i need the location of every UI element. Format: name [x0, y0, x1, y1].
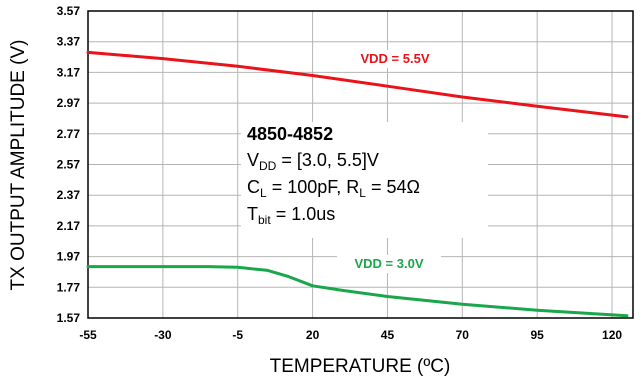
- annotation-subscript: DD: [259, 159, 277, 173]
- series-labels: VDD = 5.5V VDD = 3.0V: [337, 50, 451, 273]
- annotation-subscript: L: [359, 186, 366, 200]
- y-tick-label: 3.17: [57, 65, 81, 79]
- annotation-line: VDD = [3.0, 5.5]V: [247, 150, 379, 173]
- y-tick-labels: 1.57 1.77 1.97 2.17 2.37 2.57 2.77 2.97 3.17 3.37…: [57, 4, 81, 325]
- y-tick-label: 2.17: [57, 219, 81, 233]
- annotation-text: = [3.0, 5.5]V: [276, 150, 379, 170]
- series-label-bg: [339, 50, 451, 68]
- y-tick-label: 1.57: [57, 311, 81, 325]
- annotation-text: V: [247, 150, 259, 170]
- series-line-vdd-5-5v: [86, 50, 629, 119]
- x-tick-labels: -55 -30 -5 20 45 70 95 120: [79, 328, 622, 342]
- annotation-subscript: L: [260, 186, 267, 200]
- series-label-bg: [337, 255, 441, 273]
- y-tick-label: 2.57: [57, 158, 81, 172]
- y-tick-label: 1.77: [57, 280, 81, 294]
- x-tick-label: -30: [154, 328, 172, 342]
- x-tick-label: 70: [456, 328, 470, 342]
- annotation-line: Tbit = 1.0us: [247, 204, 335, 227]
- series-label: VDD = 5.5V: [360, 51, 429, 66]
- x-axis-label: TEMPERATURE (ºC): [270, 356, 451, 377]
- annotation-line: CL = 100pF, RL = 54Ω: [247, 177, 420, 200]
- series-lines: [86, 50, 629, 318]
- series-label: VDD = 3.0V: [354, 256, 423, 271]
- x-tick-label: 45: [381, 328, 395, 342]
- y-tick-label: 1.97: [57, 250, 81, 264]
- x-tick-label: 20: [306, 328, 320, 342]
- y-tick-label: 2.77: [57, 127, 81, 141]
- annotation-text: C: [247, 177, 260, 197]
- annotation-text: = 54Ω: [366, 177, 420, 197]
- plot-frame: [87, 10, 634, 319]
- y-tick-label: 3.37: [57, 35, 81, 49]
- annotation-text: = 1.0us: [271, 204, 336, 224]
- x-tick-label: 120: [602, 328, 622, 342]
- annotation-text: = 100pF, R: [267, 177, 360, 197]
- y-tick-label: 3.57: [57, 4, 81, 18]
- y-tick-label: 2.97: [57, 96, 81, 110]
- x-tick-label: -5: [232, 328, 243, 342]
- annotation-bg: [241, 122, 488, 238]
- y-tick-label: 2.37: [57, 188, 81, 202]
- series-line-vdd-3-0v: [86, 265, 629, 318]
- x-tick-label: 95: [530, 328, 544, 342]
- annotation-title: 4850-4852: [247, 124, 333, 144]
- y-axis-label: TX OUTPUT AMPLITUDE (V): [8, 40, 29, 291]
- annotation-text: T: [247, 204, 258, 224]
- x-tick-label: -55: [79, 328, 97, 342]
- annotation-subscript: bit: [258, 213, 271, 227]
